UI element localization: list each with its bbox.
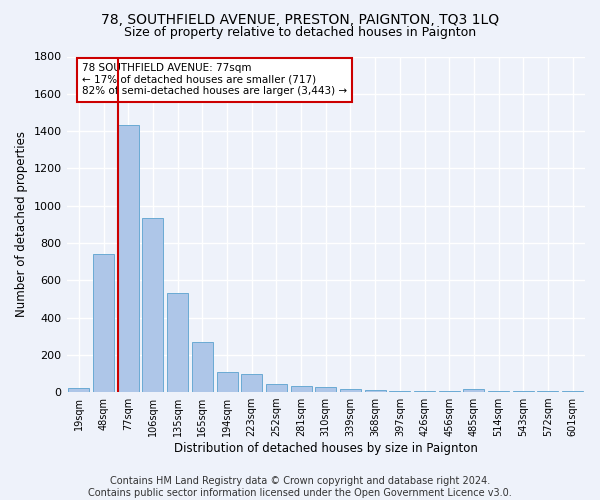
Bar <box>192 342 213 392</box>
Bar <box>340 390 361 392</box>
Bar <box>266 384 287 392</box>
Bar <box>439 391 460 392</box>
Text: Size of property relative to detached houses in Paignton: Size of property relative to detached ho… <box>124 26 476 39</box>
Bar <box>414 391 435 392</box>
Bar <box>538 391 559 392</box>
Bar <box>389 391 410 392</box>
Y-axis label: Number of detached properties: Number of detached properties <box>15 132 28 318</box>
Bar <box>217 372 238 392</box>
Bar <box>513 391 534 392</box>
Bar <box>167 294 188 392</box>
Bar <box>562 391 583 392</box>
Bar <box>241 374 262 392</box>
Bar <box>488 391 509 392</box>
Bar <box>365 390 386 392</box>
Bar <box>93 254 114 392</box>
Bar <box>290 386 311 392</box>
Bar <box>68 388 89 392</box>
Bar <box>315 388 336 392</box>
Bar <box>118 126 139 392</box>
Text: Contains HM Land Registry data © Crown copyright and database right 2024.
Contai: Contains HM Land Registry data © Crown c… <box>88 476 512 498</box>
Text: 78, SOUTHFIELD AVENUE, PRESTON, PAIGNTON, TQ3 1LQ: 78, SOUTHFIELD AVENUE, PRESTON, PAIGNTON… <box>101 12 499 26</box>
Text: 78 SOUTHFIELD AVENUE: 77sqm
← 17% of detached houses are smaller (717)
82% of se: 78 SOUTHFIELD AVENUE: 77sqm ← 17% of det… <box>82 63 347 96</box>
X-axis label: Distribution of detached houses by size in Paignton: Distribution of detached houses by size … <box>174 442 478 455</box>
Bar <box>463 390 484 392</box>
Bar <box>142 218 163 392</box>
